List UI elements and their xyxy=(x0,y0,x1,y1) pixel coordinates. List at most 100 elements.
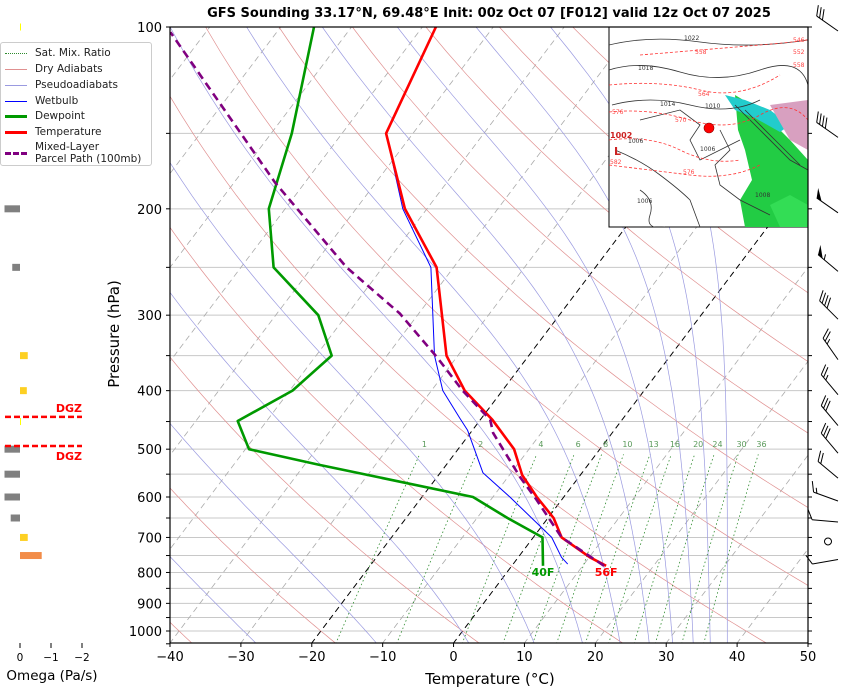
pseudoadiabat xyxy=(628,27,728,643)
x-tick-label: −10 xyxy=(369,650,396,665)
map-green-precip xyxy=(770,195,808,227)
barb-shaft xyxy=(812,559,839,565)
legend-swatch xyxy=(5,114,27,118)
mixing-ratio-line xyxy=(335,454,420,643)
pseudoadiabat xyxy=(170,422,377,643)
barb-shaft xyxy=(820,374,839,395)
axes: −40 −30 −20 −10 0 10 20 30 40 50 100 200 300 400 500 60… xyxy=(129,21,816,665)
barb-full xyxy=(823,425,829,437)
mixing-ratio-line xyxy=(502,454,575,643)
surface-dewpoint-label: 40F xyxy=(532,566,555,579)
y-tick-label: 100 xyxy=(137,21,162,36)
legend-item: Sat. Mix. Ratio xyxy=(5,47,111,59)
mixing-ratio-label: 2 xyxy=(478,440,483,449)
map-label: 1022 xyxy=(684,35,699,42)
barb-full xyxy=(821,115,825,127)
dewpoint-line xyxy=(236,27,545,566)
barb-shaft xyxy=(820,405,839,426)
barb-shaft xyxy=(816,197,839,214)
barb-full xyxy=(824,295,829,306)
legend-swatch xyxy=(5,68,27,70)
barb-full xyxy=(805,554,813,565)
legend-label: Dewpoint xyxy=(35,110,85,122)
wind-barb xyxy=(807,509,839,523)
mixing-ratio-label: 1 xyxy=(422,440,427,449)
map-label: 1006 xyxy=(637,198,652,205)
barb-full xyxy=(824,117,828,129)
dry-adiabat xyxy=(170,226,624,643)
x-tick-label: 40 xyxy=(729,650,746,665)
barb-full xyxy=(824,331,831,342)
plot-frame xyxy=(169,26,809,644)
barb-full xyxy=(816,111,819,123)
barb-shaft xyxy=(819,300,839,320)
y-tick-label: 900 xyxy=(137,597,162,612)
barb-shaft xyxy=(820,432,839,454)
mixing-ratio-line xyxy=(633,454,695,643)
y-tick-label: 1000 xyxy=(129,625,162,640)
map-label: 1006 xyxy=(700,146,715,153)
mixing-ratio-line xyxy=(608,454,672,643)
wind-barb xyxy=(805,554,839,565)
mixing-ratio-label: 10 xyxy=(622,440,632,449)
pseudoadiabat xyxy=(170,161,535,643)
barb-full xyxy=(826,297,832,309)
mixing-ratio-line xyxy=(681,454,739,643)
legend-item: Pseudoadiabats xyxy=(5,79,118,91)
legend-item: Wetbulb xyxy=(5,95,78,107)
barb-full xyxy=(821,9,825,21)
map-label: 546 xyxy=(793,37,805,44)
wind-barb xyxy=(819,290,839,320)
mixed-layer-parcel-path-mb-line xyxy=(170,31,605,567)
pseudoadiabat xyxy=(170,291,470,643)
mixing-ratio-label: 30 xyxy=(736,440,746,449)
isotherm xyxy=(170,27,281,175)
wind-barb xyxy=(820,395,839,426)
map-green-precip xyxy=(735,95,808,227)
pseudoadiabat xyxy=(170,27,583,643)
mixing-ratio-line xyxy=(585,454,651,643)
x-tick-label: −40 xyxy=(156,650,183,665)
x-axis-label: Temperature (°C) xyxy=(425,670,555,688)
y-tick-label: 700 xyxy=(137,531,162,546)
legend-item: Dry Adiabats xyxy=(5,63,103,75)
barb-shaft xyxy=(817,461,839,479)
omega-bar xyxy=(20,352,28,360)
mixing-ratio-label: 4 xyxy=(538,440,543,449)
map-label: 558 xyxy=(793,62,805,69)
y-tick-label: 200 xyxy=(137,203,162,218)
pseudoadiabat xyxy=(475,27,694,643)
barb-full xyxy=(820,395,827,406)
omega-bar xyxy=(4,205,20,213)
dry-adiabat xyxy=(425,27,808,363)
map-label: 582 xyxy=(610,159,622,166)
map-cyan-precip xyxy=(725,95,790,132)
dgz-label: DGZ xyxy=(56,450,82,463)
mixing-ratio-label: 16 xyxy=(670,440,680,449)
barb-full xyxy=(820,422,827,434)
mixing-ratio-line xyxy=(655,454,715,643)
omega-tick-label: −2 xyxy=(74,652,89,664)
dry-adiabat xyxy=(278,27,808,508)
mixing-ratio-label: 36 xyxy=(756,440,766,449)
omega-bar xyxy=(4,493,20,501)
map-label: 1014 xyxy=(660,101,675,108)
barb-full xyxy=(825,400,831,412)
map-label: 558 xyxy=(695,49,707,56)
dry-adiabat xyxy=(205,27,808,586)
barb-full xyxy=(819,113,822,125)
barb-half xyxy=(825,374,829,381)
omega-bar xyxy=(4,445,20,453)
legend-label: Sat. Mix. Ratio xyxy=(35,47,111,59)
barb-shaft xyxy=(812,519,839,523)
x-tick-label: 10 xyxy=(516,650,533,665)
barb-full xyxy=(819,290,824,301)
map-label: 564 xyxy=(698,91,710,98)
legend-label: Pseudoadiabats xyxy=(35,79,118,91)
mixing-ratio-label: 24 xyxy=(712,440,722,449)
legend-label: Wetbulb xyxy=(35,95,79,107)
inset-map: 1022 1018 1014 1010 1006 1006 1002 L 558… xyxy=(608,26,809,228)
barb-shaft xyxy=(822,338,839,360)
isotherm xyxy=(170,27,494,456)
barb-full xyxy=(823,367,829,378)
